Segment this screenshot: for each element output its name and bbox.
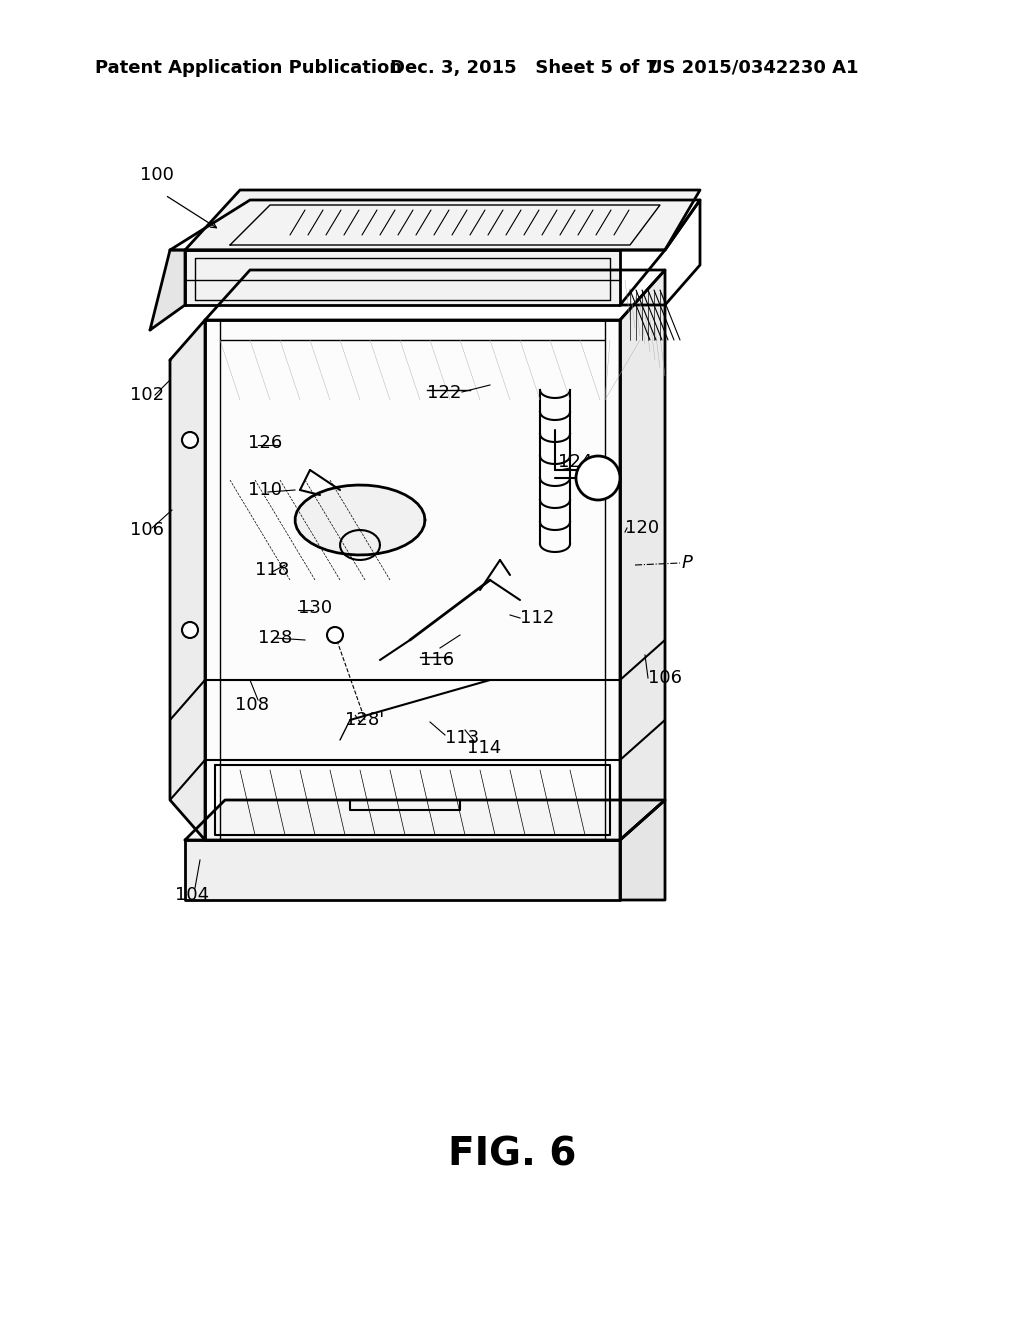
Text: Patent Application Publication: Patent Application Publication [95,59,402,77]
Polygon shape [150,249,185,330]
Polygon shape [185,249,620,305]
Polygon shape [620,271,665,840]
Text: 124: 124 [558,453,592,471]
Text: 106: 106 [130,521,164,539]
Text: 122: 122 [427,384,462,403]
Polygon shape [295,484,425,554]
Text: 114: 114 [467,739,502,756]
Text: 100: 100 [140,166,174,183]
Text: 113: 113 [445,729,479,747]
Text: FIG. 6: FIG. 6 [447,1137,577,1173]
Polygon shape [185,800,665,840]
Polygon shape [170,319,205,840]
Text: 128': 128' [345,711,384,729]
Text: 116: 116 [420,651,454,669]
Text: Dec. 3, 2015   Sheet 5 of 7: Dec. 3, 2015 Sheet 5 of 7 [390,59,658,77]
Text: P: P [682,554,693,572]
Circle shape [575,455,620,500]
Text: 104: 104 [175,886,209,904]
Text: 102: 102 [130,385,164,404]
Text: 128: 128 [258,630,292,647]
Text: 118: 118 [255,561,289,579]
Polygon shape [185,190,700,249]
Text: 106: 106 [648,669,682,686]
Text: 112: 112 [520,609,554,627]
Text: 120: 120 [625,519,659,537]
Circle shape [327,627,343,643]
Polygon shape [620,800,665,900]
Circle shape [182,622,198,638]
Polygon shape [205,319,620,840]
Circle shape [182,432,198,447]
Text: US 2015/0342230 A1: US 2015/0342230 A1 [648,59,858,77]
Polygon shape [185,840,620,900]
Text: 108: 108 [234,696,269,714]
Text: 110: 110 [248,480,282,499]
Text: 130: 130 [298,599,332,616]
Text: 126: 126 [248,434,283,451]
